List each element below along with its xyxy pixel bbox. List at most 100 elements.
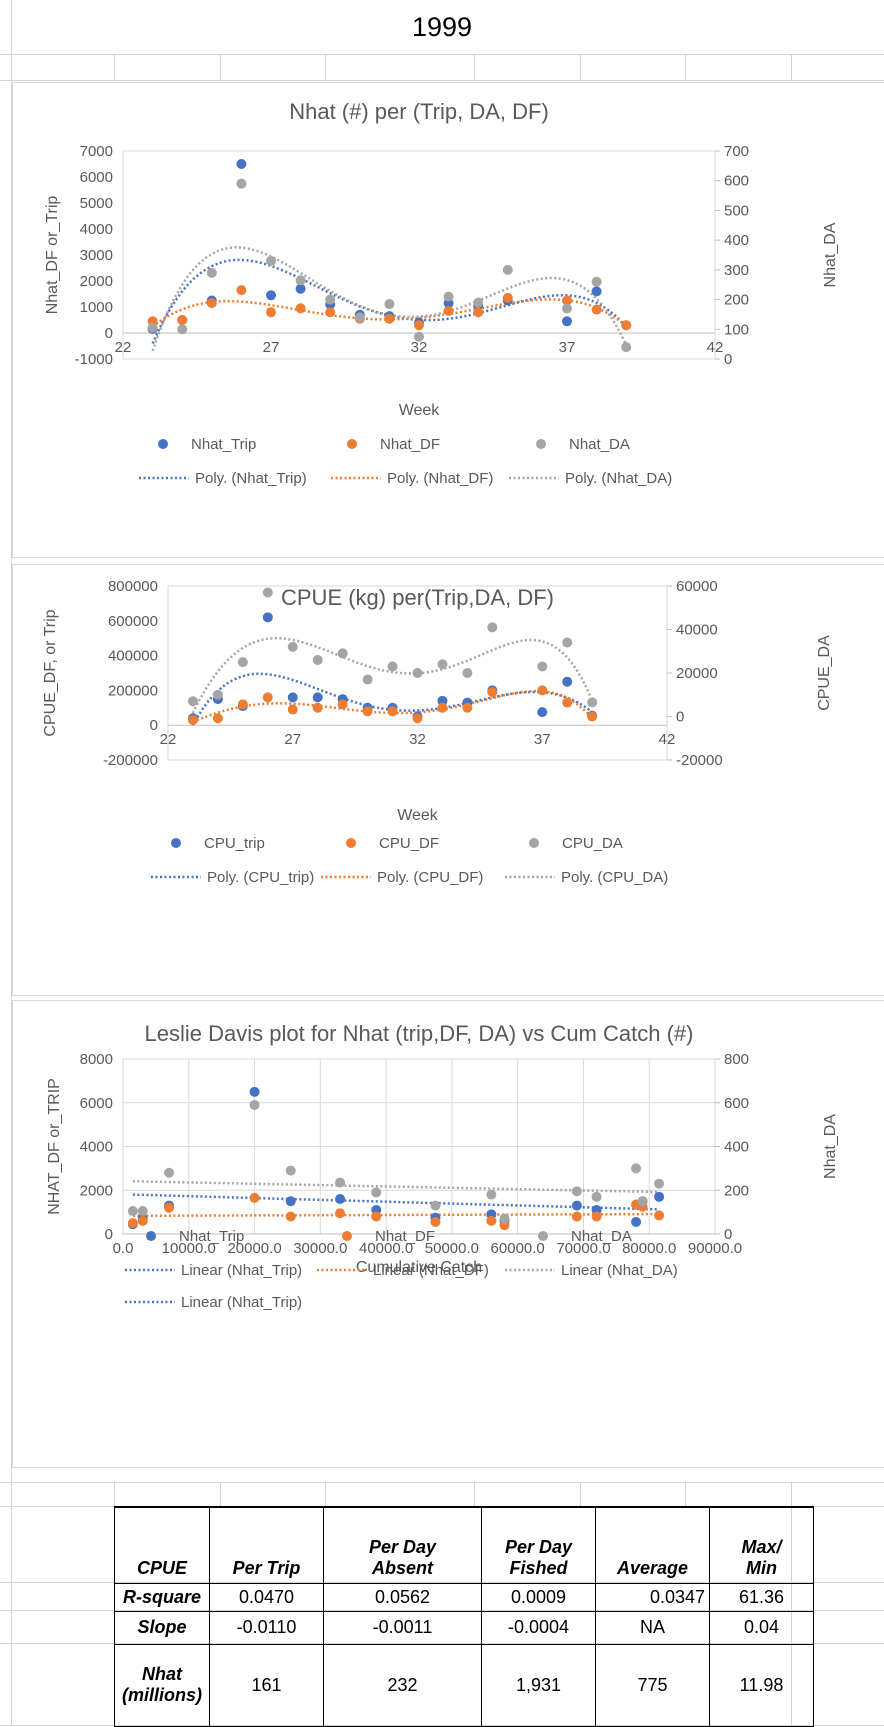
data-point [337, 699, 348, 710]
x-tick-label: 42 [707, 339, 724, 356]
data-point [127, 1218, 138, 1229]
data-point [437, 695, 448, 706]
data-point [562, 316, 572, 327]
table-header-cell: Per Day Fished [481, 1506, 596, 1584]
data-point [354, 312, 365, 323]
chart-nhat[interactable]: Nhat (#) per (Trip, DA, DF) 22 27 32 37 42 -10… [12, 82, 884, 558]
table-cell: 1,931 [481, 1643, 596, 1727]
data-point [387, 706, 398, 717]
data-point [127, 1206, 138, 1217]
y2-tick-label: 300 [724, 262, 749, 279]
data-point [387, 661, 398, 672]
data-point [473, 297, 484, 308]
y-tick-label: 8000 [80, 1051, 113, 1068]
x-axis-label: Week [399, 402, 441, 419]
data-point [212, 689, 223, 700]
data-point [262, 587, 273, 598]
data-point [637, 1196, 648, 1207]
data-point [164, 1167, 175, 1178]
x-tick-label: 32 [409, 731, 426, 748]
legend-trend-label: Linear (Nhat_Trip) [181, 1294, 302, 1311]
legend-label: CPU_DF [379, 835, 439, 852]
data-point [486, 1189, 497, 1200]
data-point [654, 1191, 665, 1202]
data-point [591, 1191, 602, 1202]
data-point [249, 1099, 260, 1110]
data-point [147, 322, 158, 333]
data-point [249, 1192, 260, 1203]
y2-axis-label: CPUE_DA [816, 635, 833, 711]
data-point [437, 702, 448, 713]
legend-label: CPU_trip [204, 835, 265, 852]
data-point [384, 313, 395, 324]
y2-tick-label: 20000 [676, 665, 718, 682]
table-cell: 0.04 [709, 1610, 814, 1645]
data-point [206, 298, 217, 309]
y2-tick-label: 400 [724, 232, 749, 249]
table-cell: 0.0562 [323, 1582, 482, 1612]
y-tick-label: 2000 [80, 1182, 113, 1199]
x-tick-label: 22 [115, 339, 132, 356]
data-point [362, 674, 373, 685]
y-tick-label: 1000 [80, 299, 113, 316]
y-tick-label: 600000 [108, 613, 158, 630]
chart-leslie-davis[interactable]: Leslie Davis plot for Nhat (trip,DF, DA)… [12, 1000, 884, 1468]
y2-tick-label: 600 [724, 173, 749, 190]
y2-tick-label: 200 [724, 1182, 749, 1199]
data-point [412, 668, 423, 678]
legend-trend-label: Poly. (CPU_DA) [561, 869, 668, 886]
y-tick-label: 4000 [80, 1139, 113, 1156]
data-point [187, 714, 198, 725]
data-point [335, 1208, 346, 1219]
chart-title: CPUE (kg) per(Trip,DA, DF) [281, 585, 554, 610]
legend-trend-label: Linear (Nhat_Trip) [181, 1262, 302, 1279]
y2-tick-label: 0 [676, 709, 684, 726]
x-tick-label: 70000.0 [556, 1240, 610, 1257]
legend-label: Nhat_DF [375, 1228, 435, 1245]
data-point [562, 676, 573, 687]
data-point [591, 1211, 602, 1222]
legend-label: Nhat_DF [380, 436, 440, 453]
data-point [430, 1216, 441, 1227]
x-tick-label: 37 [559, 339, 576, 356]
y-tick-label: 5000 [80, 195, 113, 212]
data-point [287, 641, 298, 652]
data-point [285, 1211, 296, 1222]
data-point [164, 1202, 175, 1213]
data-point [266, 255, 276, 266]
data-point [262, 692, 273, 703]
data-point [312, 692, 323, 703]
legend-trend-label: Poly. (Nhat_DA) [565, 470, 672, 487]
data-point [287, 704, 298, 715]
x-tick-label: 22 [160, 731, 177, 748]
legend-marker [146, 1231, 156, 1241]
chart-title: Nhat (#) per (Trip, DA, DF) [289, 99, 549, 124]
legend-trend-label: Poly. (Nhat_Trip) [195, 470, 307, 487]
data-point [562, 303, 572, 314]
y-tick-label: 2000 [80, 273, 113, 290]
legend-marker [536, 439, 546, 449]
stats-table: CPUE Per Trip Per Day Absent Per Day Fished Av… [114, 1506, 814, 1727]
data-point [237, 699, 248, 710]
y2-tick-label: 700 [724, 143, 749, 160]
y-tick-label: -200000 [103, 752, 158, 769]
data-point [236, 178, 247, 189]
y2-tick-label: 0 [724, 351, 732, 368]
data-point [462, 668, 473, 678]
data-point [537, 685, 548, 696]
table-cell: 775 [595, 1643, 710, 1727]
table-row-label: Nhat (millions) [114, 1643, 210, 1727]
data-point [486, 1215, 497, 1226]
table-cell: 161 [209, 1643, 324, 1727]
y2-tick-label: 800 [724, 1051, 749, 1068]
chart-cpue[interactable]: CPUE (kg) per(Trip,DA, DF) 22 27 32 37 42 -200… [12, 564, 884, 996]
y-tick-label: 0 [150, 717, 158, 734]
data-point [414, 320, 424, 331]
data-point [502, 292, 513, 303]
data-point [487, 622, 498, 633]
legend-marker [171, 838, 181, 848]
legend-marker [538, 1231, 548, 1241]
table-row-label: Slope [114, 1610, 210, 1645]
data-point [537, 661, 548, 672]
data-point [137, 1206, 148, 1217]
